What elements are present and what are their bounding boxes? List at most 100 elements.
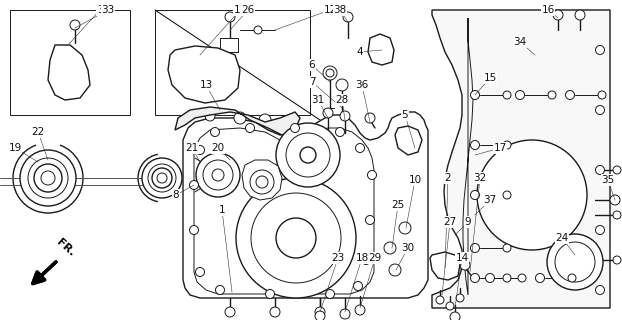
Circle shape [518, 274, 526, 282]
Circle shape [250, 170, 274, 194]
Text: 37: 37 [483, 195, 496, 205]
Text: 27: 27 [443, 217, 457, 227]
Circle shape [470, 140, 480, 149]
Text: 9: 9 [465, 217, 471, 227]
Circle shape [553, 10, 563, 20]
Circle shape [323, 66, 337, 80]
Circle shape [195, 268, 205, 276]
Text: 7: 7 [309, 77, 315, 87]
Circle shape [196, 153, 240, 197]
Polygon shape [220, 38, 238, 52]
Circle shape [503, 274, 511, 282]
Circle shape [450, 312, 460, 320]
Text: 10: 10 [409, 175, 422, 185]
Polygon shape [155, 10, 310, 115]
Circle shape [516, 91, 524, 100]
Text: 6: 6 [309, 60, 315, 70]
Circle shape [361, 255, 371, 265]
Circle shape [548, 91, 556, 99]
Text: 8: 8 [173, 190, 179, 200]
Circle shape [270, 307, 280, 317]
Text: 34: 34 [513, 37, 527, 47]
Text: 5: 5 [402, 110, 408, 120]
Text: FR.: FR. [55, 237, 77, 258]
Circle shape [503, 91, 511, 99]
Circle shape [477, 140, 587, 250]
Text: 33: 33 [101, 5, 114, 15]
Circle shape [73, 83, 83, 93]
Text: 36: 36 [355, 80, 369, 90]
Circle shape [290, 124, 300, 132]
Circle shape [568, 274, 576, 282]
Polygon shape [10, 10, 130, 115]
Circle shape [336, 79, 348, 91]
Circle shape [365, 113, 375, 123]
Circle shape [211, 83, 225, 97]
Text: 18: 18 [355, 253, 369, 263]
Circle shape [236, 178, 356, 298]
Circle shape [41, 171, 55, 185]
Circle shape [343, 12, 353, 22]
Circle shape [266, 290, 274, 299]
Text: 30: 30 [401, 243, 414, 253]
Circle shape [595, 226, 605, 235]
Text: 1: 1 [219, 205, 225, 215]
Text: 12: 12 [323, 5, 337, 15]
Circle shape [456, 294, 464, 302]
Circle shape [368, 171, 376, 180]
Circle shape [205, 111, 215, 121]
Circle shape [595, 106, 605, 115]
Circle shape [234, 112, 246, 124]
Circle shape [175, 57, 185, 67]
Circle shape [315, 311, 325, 320]
Circle shape [355, 305, 365, 315]
Circle shape [436, 296, 444, 304]
Polygon shape [48, 45, 90, 100]
Circle shape [210, 127, 220, 137]
Circle shape [315, 307, 325, 317]
Text: 26: 26 [241, 5, 254, 15]
Polygon shape [175, 107, 300, 135]
Text: 2: 2 [445, 173, 452, 183]
Circle shape [195, 146, 205, 155]
Circle shape [399, 222, 411, 234]
Circle shape [567, 254, 583, 270]
Circle shape [565, 91, 575, 100]
Text: 28: 28 [335, 95, 348, 105]
Circle shape [225, 307, 235, 317]
Circle shape [276, 123, 340, 187]
Circle shape [470, 91, 480, 100]
Text: 19: 19 [8, 143, 22, 153]
Text: 35: 35 [601, 175, 615, 185]
Circle shape [323, 108, 333, 118]
Text: 3: 3 [96, 5, 103, 15]
Text: 21: 21 [185, 143, 198, 153]
Circle shape [356, 143, 364, 153]
Circle shape [610, 195, 620, 205]
Circle shape [547, 234, 603, 290]
Polygon shape [432, 10, 610, 308]
Polygon shape [368, 34, 394, 65]
Circle shape [340, 309, 350, 319]
Polygon shape [242, 160, 282, 200]
Circle shape [225, 12, 235, 22]
Circle shape [613, 256, 621, 264]
Polygon shape [183, 112, 428, 298]
Circle shape [503, 191, 511, 199]
Text: 38: 38 [333, 5, 346, 15]
Circle shape [20, 150, 76, 206]
Text: 17: 17 [493, 143, 507, 153]
Polygon shape [395, 126, 422, 155]
Circle shape [446, 302, 454, 310]
Circle shape [190, 226, 198, 235]
Text: 24: 24 [555, 233, 569, 243]
Text: 15: 15 [483, 73, 496, 83]
Circle shape [215, 285, 225, 294]
Circle shape [595, 285, 605, 294]
Circle shape [613, 166, 621, 174]
Text: 13: 13 [200, 80, 213, 90]
Circle shape [595, 45, 605, 54]
Circle shape [335, 127, 345, 137]
Text: 23: 23 [332, 253, 345, 263]
Polygon shape [430, 252, 460, 280]
